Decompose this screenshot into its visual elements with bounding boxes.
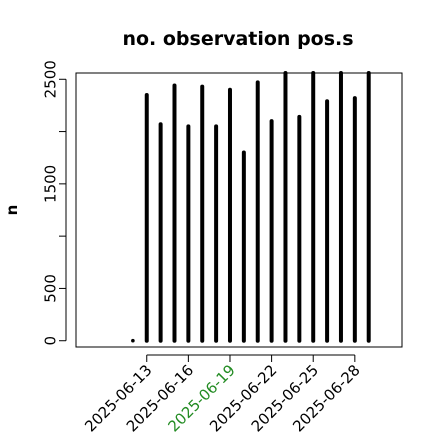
y-tick-label: 0: [41, 336, 59, 346]
plot-frame: [75, 72, 403, 348]
bar-zero-point: [131, 338, 135, 343]
plot-area: 0500150025002025-06-132025-06-162025-06-…: [41, 60, 371, 435]
chart-title: no. observation pos.s: [122, 28, 353, 50]
y-tick-label: 500: [41, 274, 59, 303]
y-tick-label: 2500: [41, 60, 59, 98]
y-axis-label: n: [3, 205, 21, 216]
y-tick-label: 1500: [41, 165, 59, 203]
